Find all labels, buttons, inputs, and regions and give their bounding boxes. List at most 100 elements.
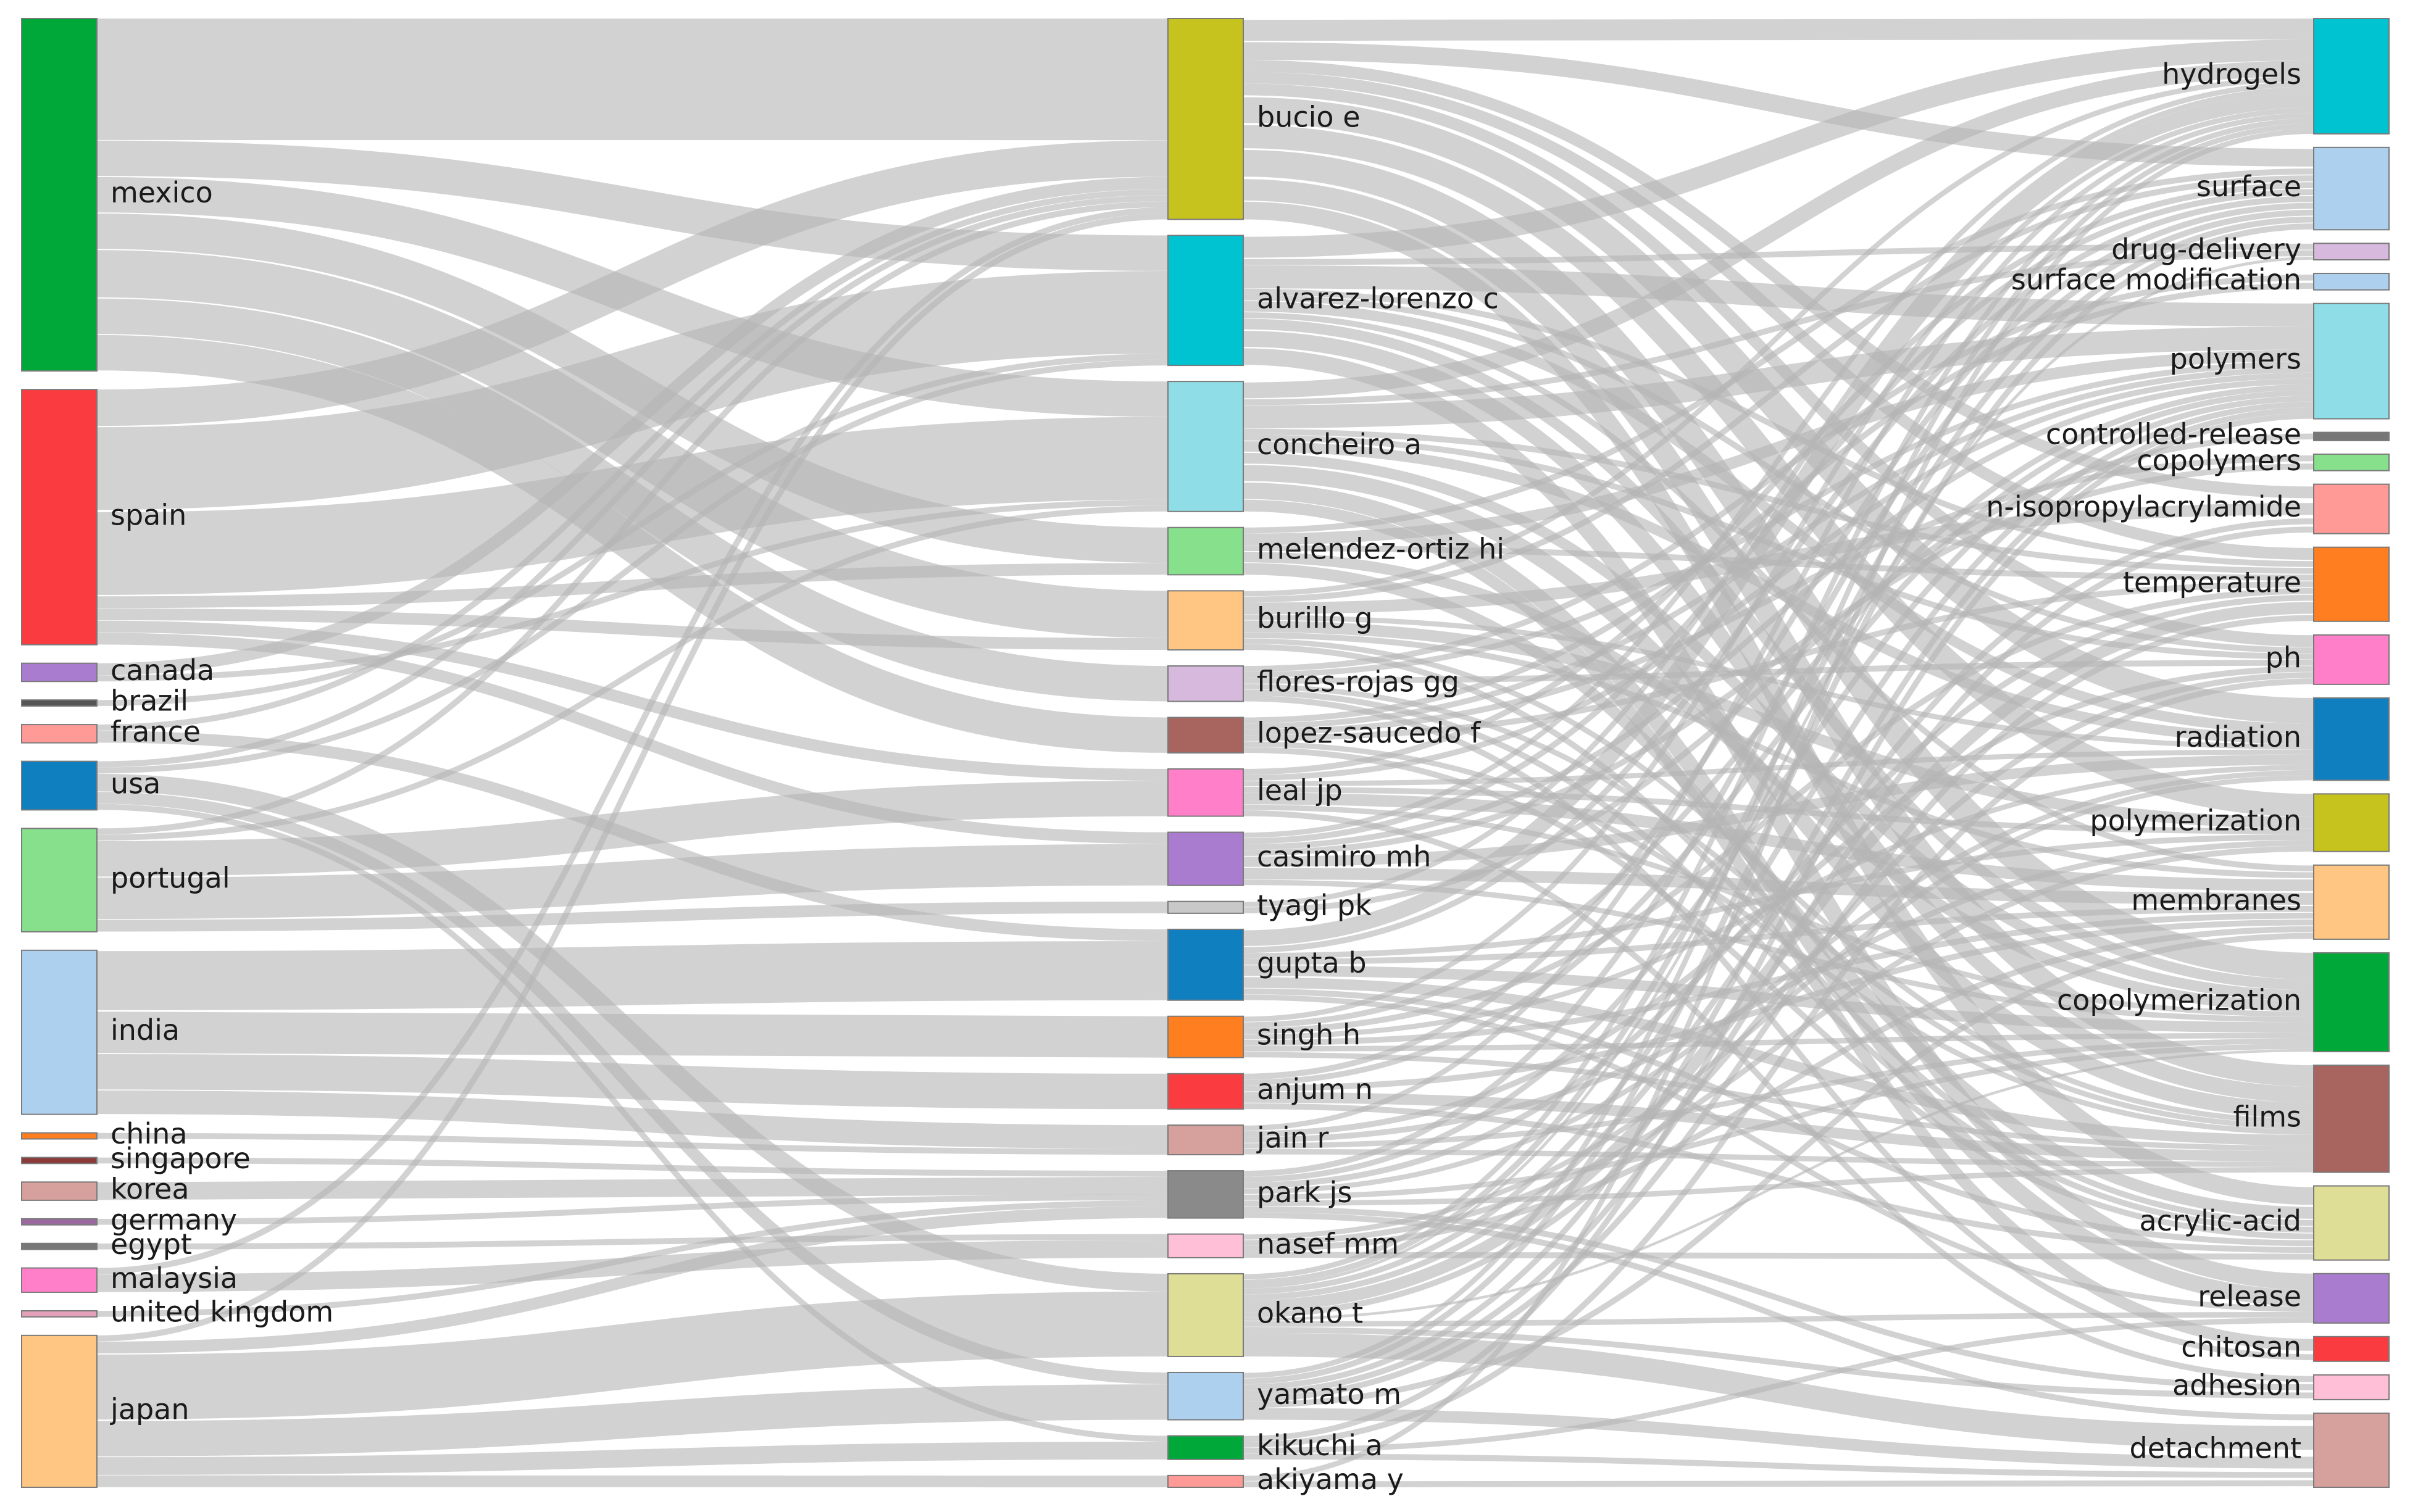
node-acrylic-acid[interactable] (2313, 1185, 2390, 1261)
label-egypt: egypt (110, 1227, 192, 1261)
label-burillo-g: burillo g (1257, 602, 1373, 635)
label-casimiro-mh: casimiro mh (1257, 840, 1431, 873)
link-portugal-to-casimiro-mh (96, 844, 1169, 920)
node-membranes[interactable] (2313, 864, 2390, 940)
link-spain-to-burillo-g (96, 608, 1169, 650)
label-lopez-saucedo-f: lopez-saucedo f (1257, 717, 1482, 750)
link-anjum-n-to-membranes (1243, 919, 2314, 1092)
node-polymers[interactable] (2313, 302, 2390, 420)
link-park-js-to-adhesion (1243, 1206, 2314, 1390)
label-singapore: singapore (110, 1142, 251, 1175)
label-alvarez-lorenzo-c: alvarez-lorenzo c (1257, 281, 1499, 315)
node-tyagi-pk[interactable] (1167, 900, 1244, 914)
label-flores-rojas-gg: flores-rojas gg (1257, 665, 1459, 698)
link-usa-to-kikuchi-a (96, 804, 1169, 1442)
node-egypt[interactable] (21, 1242, 98, 1250)
node-usa[interactable] (21, 760, 98, 811)
node-ph[interactable] (2313, 634, 2390, 685)
node-copolymerization[interactable] (2313, 952, 2390, 1053)
label-radiation: radiation (2175, 720, 2301, 754)
label-kikuchi-a: kikuchi a (1257, 1429, 1383, 1462)
node-japan[interactable] (21, 1334, 98, 1488)
node-lopez-saucedo-f[interactable] (1167, 717, 1244, 754)
link-okano-t-to-surface (1243, 216, 2314, 1286)
label-polymerization: polymerization (2090, 804, 2301, 837)
label-copolymerization: copolymerization (2057, 984, 2301, 1017)
node-united-kingdom[interactable] (21, 1310, 98, 1318)
label-park-js: park js (1257, 1176, 1352, 1209)
node-surface[interactable] (2313, 146, 2390, 231)
label-temperature: temperature (2123, 565, 2301, 599)
node-kikuchi-a[interactable] (1167, 1435, 1244, 1460)
node-malaysia[interactable] (21, 1267, 98, 1293)
label-drug-delivery: drug-delivery (2111, 233, 2301, 266)
link-burillo-g-to-radiation (1243, 615, 2314, 750)
link-alvarez-lorenzo-c-to-release (1243, 348, 2314, 1290)
link-japan-to-park-js (96, 1206, 1169, 1354)
node-n-isopropylacrylamide[interactable] (2313, 483, 2390, 534)
link-mexico-to-melendez-ortiz-hi (96, 213, 1169, 563)
node-canada[interactable] (21, 662, 98, 683)
node-adhesion[interactable] (2313, 1374, 2390, 1400)
link-melendez-ortiz-hi-to-polymers (1243, 349, 2314, 546)
node-india[interactable] (21, 949, 98, 1115)
node-radiation[interactable] (2313, 697, 2390, 781)
node-brazil[interactable] (21, 699, 98, 707)
node-burillo-g[interactable] (1167, 590, 1244, 651)
node-china[interactable] (21, 1132, 98, 1140)
node-mexico[interactable] (21, 18, 98, 372)
node-singh-h[interactable] (1167, 1015, 1244, 1058)
node-drug-delivery[interactable] (2313, 243, 2390, 261)
label-anjum-n: anjum n (1257, 1073, 1373, 1106)
node-copolymers[interactable] (2313, 453, 2390, 471)
node-jain-r[interactable] (1167, 1124, 1244, 1156)
node-bucio-e[interactable] (1167, 18, 1244, 220)
node-singapore[interactable] (21, 1157, 98, 1165)
node-park-js[interactable] (1167, 1170, 1244, 1219)
node-temperature[interactable] (2313, 546, 2390, 622)
link-yamato-m-to-detachment (1243, 1408, 2314, 1469)
node-polymerization[interactable] (2313, 793, 2390, 852)
label-release: release (2198, 1279, 2301, 1313)
node-alvarez-lorenzo-c[interactable] (1167, 235, 1244, 367)
node-chitosan[interactable] (2313, 1335, 2390, 1362)
node-portugal[interactable] (21, 828, 98, 933)
node-nasef-mm[interactable] (1167, 1233, 1244, 1258)
link-portugal-to-leal-jp (96, 781, 1169, 877)
node-korea[interactable] (21, 1181, 98, 1201)
node-casimiro-mh[interactable] (1167, 831, 1244, 886)
node-akiyama-y[interactable] (1167, 1474, 1244, 1488)
link-bucio-e-to-surface (1243, 42, 2314, 167)
node-okano-t[interactable] (1167, 1273, 1244, 1357)
node-yamato-m[interactable] (1167, 1371, 1244, 1421)
link-jain-r-to-films (1243, 1149, 2314, 1167)
node-leal-jp[interactable] (1167, 768, 1244, 817)
label-brazil: brazil (110, 684, 188, 718)
link-concheiro-a-to-release (1243, 482, 2314, 1307)
node-release[interactable] (2313, 1273, 2390, 1324)
node-hydrogels[interactable] (2313, 18, 2390, 135)
link-france-to-gupta-b (96, 731, 1169, 941)
link-mexico-to-lopez-saucedo-f (96, 334, 1169, 753)
node-films[interactable] (2313, 1065, 2390, 1173)
label-germany: germany (110, 1203, 237, 1236)
node-flores-rojas-gg[interactable] (1167, 665, 1244, 702)
label-united-kingdom: united kingdom (110, 1295, 333, 1328)
node-germany[interactable] (21, 1218, 98, 1226)
link-spain-to-casimiro-mh (96, 633, 1169, 844)
node-france[interactable] (21, 724, 98, 744)
node-melendez-ortiz-hi[interactable] (1167, 526, 1244, 576)
node-gupta-b[interactable] (1167, 928, 1244, 1001)
node-controlled-release[interactable] (2313, 431, 2390, 441)
link-bucio-e-to-hydrogels (1243, 18, 2314, 41)
node-concheiro-a[interactable] (1167, 381, 1244, 512)
link-korea-to-park-js (96, 1176, 1169, 1200)
link-japan-to-okano-t (96, 1291, 1169, 1420)
node-anjum-n[interactable] (1167, 1073, 1244, 1110)
label-mexico: mexico (110, 176, 213, 209)
link-leal-jp-to-membranes (1243, 792, 2314, 892)
node-spain[interactable] (21, 389, 98, 646)
node-surface-modification[interactable] (2313, 273, 2390, 291)
node-detachment[interactable] (2313, 1412, 2390, 1488)
